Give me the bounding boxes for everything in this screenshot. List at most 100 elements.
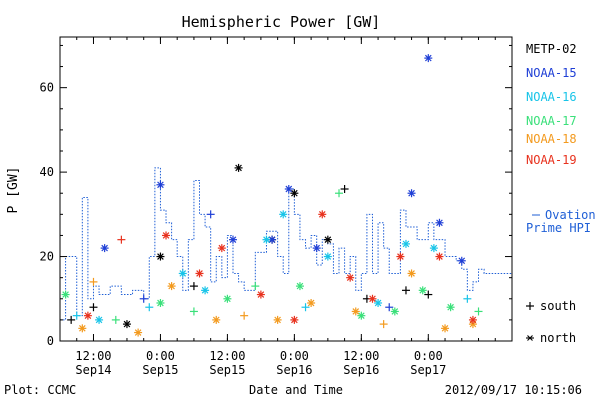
x-tick-label-date: Sep15 [209,363,245,377]
noaa-16-north-point [201,286,210,295]
noaa-16-north-point [262,235,271,244]
metp-02-north-point [234,163,243,172]
noaa-15-north-point [100,244,109,253]
noaa-18-north-point [212,315,221,324]
noaa-17-north-point [223,294,232,303]
noaa-18-north-point [307,299,316,307]
noaa-15-north-point [312,244,321,253]
metp-02-south-point [401,286,410,295]
x-axis-label: Date and Time [249,383,343,397]
noaa-19-north-point [83,311,92,320]
noaa-16-south-point [72,311,81,320]
legend-item-noaa-15: NOAA-15 [526,66,577,80]
metp-02-north-point [156,252,165,261]
y-tick-label: 60 [40,81,54,95]
x-tick-label-time: 12:00 [209,349,245,363]
noaa-18-north-point [273,315,282,324]
legend-south-label: south [540,299,576,313]
noaa-18-north-point [134,328,143,337]
noaa-16-north-point [429,244,438,253]
legend: METP-02 NOAA-15 NOAA-16 NOAA-17 NOAA-18 … [526,42,596,345]
noaa-18-south-point [89,277,98,286]
noaa-15-north-point [407,189,416,198]
noaa-18-south-point [240,311,249,320]
noaa-18-north-point [167,282,176,291]
x-tick-label-date: Sep16 [343,363,379,377]
noaa-15-south-point [385,303,394,312]
x-tick-label-date: Sep14 [75,363,111,377]
data-points-layer [61,54,483,337]
metp-02-south-point [189,282,198,291]
plot-credit: Plot: CCMC [4,383,76,397]
legend-model-label-2: Prime HPI [526,221,591,235]
noaa-19-north-point [256,290,265,299]
noaa-15-north-point [435,218,444,227]
x-tick-label-time: 12:00 [343,349,379,363]
legend-asterisk-icon [526,335,534,341]
noaa-15-north-point [284,185,293,193]
x-tick-label-time: 0:00 [280,349,309,363]
noaa-17-north-point [295,282,304,291]
noaa-16-north-point [178,269,187,278]
noaa-17-north-point [390,307,399,316]
y-tick-label: 20 [40,250,54,264]
noaa-17-south-point [474,307,483,316]
x-tick-label-date: Sep15 [142,363,178,377]
noaa-18-north-point [441,324,450,333]
metp-02-south-point [340,185,349,193]
noaa-18-north-point [351,307,360,316]
noaa-17-south-point [335,189,344,198]
noaa-17-south-point [111,315,120,324]
noaa-15-north-point [228,235,237,244]
noaa-19-north-point [195,269,204,278]
x-tick-label-time: 0:00 [146,349,175,363]
x-tick-label-date: Sep17 [410,363,446,377]
noaa-18-south-point [379,320,388,329]
noaa-17-north-point [357,311,366,320]
plot-timestamp: 2012/09/17 10:15:06 [445,383,582,397]
noaa-19-north-point [346,273,355,282]
noaa-17-north-point [446,303,455,312]
legend-north-label: north [540,331,576,345]
noaa-19-north-point [368,294,377,303]
noaa-17-north-point [418,286,427,295]
noaa-16-north-point [279,210,288,219]
metp-02-south-point [89,303,98,312]
noaa-16-south-point [463,294,472,303]
legend-item-noaa-18: NOAA-18 [526,132,577,146]
legend-plus-icon [526,302,534,310]
plot-frame [59,36,513,342]
metp-02-north-point [323,235,332,244]
noaa-17-north-point [61,290,70,299]
legend-model-label-1: Ovation [545,208,596,222]
noaa-16-south-point [145,303,154,312]
noaa-19-north-point [318,210,327,219]
metp-02-south-point [424,290,433,299]
noaa-16-north-point [323,252,332,261]
noaa-19-south-point [117,235,126,244]
axes-layer: 020406012:00Sep140:00Sep1512:00Sep150:00… [40,37,513,377]
noaa-15-south-point [139,294,148,303]
legend-item-noaa-17: NOAA-17 [526,114,577,128]
noaa-19-north-point [468,315,477,324]
noaa-18-north-point [78,324,87,333]
noaa-16-north-point [95,315,104,324]
legend-item-noaa-16: NOAA-16 [526,90,577,104]
metp-02-north-point [122,320,131,329]
x-tick-label-time: 12:00 [75,349,111,363]
noaa-16-north-point [401,239,410,248]
noaa-16-north-point [374,299,383,307]
noaa-17-north-point [156,299,165,307]
noaa-16-south-point [301,303,310,312]
y-axis-label: P [GW] [6,167,21,214]
noaa-19-north-point [435,252,444,261]
legend-item-noaa-19: NOAA-19 [526,153,577,167]
y-tick-label: 0 [47,334,54,348]
noaa-18-north-point [407,269,416,278]
noaa-19-north-point [217,244,226,253]
noaa-17-south-point [189,307,198,316]
y-tick-label: 40 [40,165,54,179]
noaa-15-north-point [424,54,433,63]
